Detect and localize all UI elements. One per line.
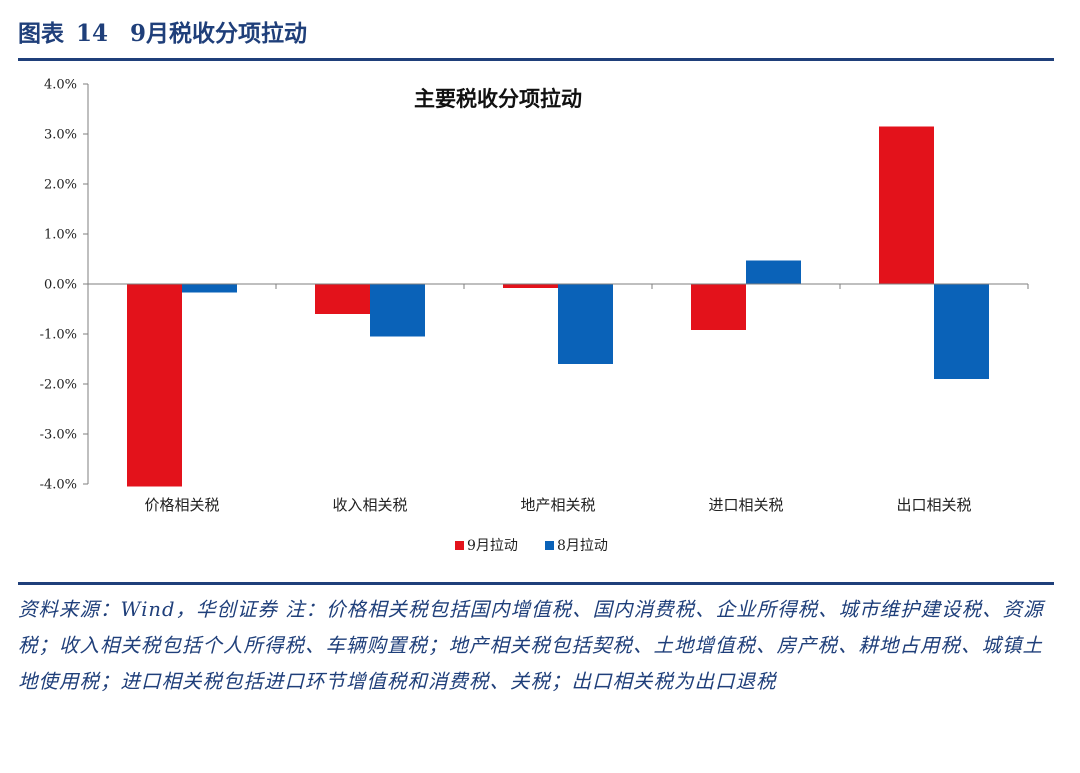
bar-aug-4 xyxy=(746,260,801,284)
bar-aug-1 xyxy=(182,284,237,293)
y-tick-label: 4.0% xyxy=(44,78,77,93)
x-tick-label: 价格相关税 xyxy=(144,496,219,514)
legend-label-1: 9月拉动 xyxy=(467,538,518,554)
footer-rule xyxy=(18,582,1054,585)
bar-aug-5 xyxy=(934,284,989,379)
figure-label: 图表 xyxy=(18,20,64,47)
y-tick-label: 2.0% xyxy=(44,178,77,193)
y-tick-label: 3.0% xyxy=(44,128,77,143)
y-tick-label: -3.0% xyxy=(40,428,77,443)
x-tick-label: 地产相关税 xyxy=(520,496,595,514)
bar-aug-3 xyxy=(558,284,613,364)
source-notes: 资料来源：Wind，华创证券 注：价格相关税包括国内增值税、国内消费税、企业所得… xyxy=(18,598,1044,693)
bar-sep-4 xyxy=(691,284,746,330)
header-rule xyxy=(18,58,1054,61)
y-tick-label: -2.0% xyxy=(40,378,77,393)
y-tick-label: 1.0% xyxy=(44,228,77,243)
legend-swatch-1 xyxy=(455,541,464,550)
legend-label-2: 8月拉动 xyxy=(557,538,608,554)
figure-header: 图表 14 9月税收分项拉动 xyxy=(18,14,307,48)
bar-sep-1 xyxy=(127,284,182,487)
bar-aug-2 xyxy=(370,284,425,337)
chart-title: 主要税收分项拉动 xyxy=(414,86,582,111)
y-tick-label: -1.0% xyxy=(40,328,77,343)
x-tick-label: 出口相关税 xyxy=(896,496,971,514)
x-tick-label: 收入相关税 xyxy=(332,496,407,514)
y-tick-label: -4.0% xyxy=(40,478,77,493)
bar-chart: 4.0% 3.0% 2.0% 1.0% 0.0% -1.0% -2.0% -3.0% -4.0%… xyxy=(40,78,1029,554)
figure-title: 9月税收分项拉动 xyxy=(130,20,308,47)
bar-sep-5 xyxy=(879,126,934,284)
bar-sep-2 xyxy=(315,284,370,314)
legend-swatch-2 xyxy=(545,541,554,550)
bar-sep-3 xyxy=(503,284,558,288)
y-tick-label: 0.0% xyxy=(44,278,77,293)
x-tick-label: 进口相关税 xyxy=(708,496,783,514)
figure-number: 14 xyxy=(76,20,109,47)
